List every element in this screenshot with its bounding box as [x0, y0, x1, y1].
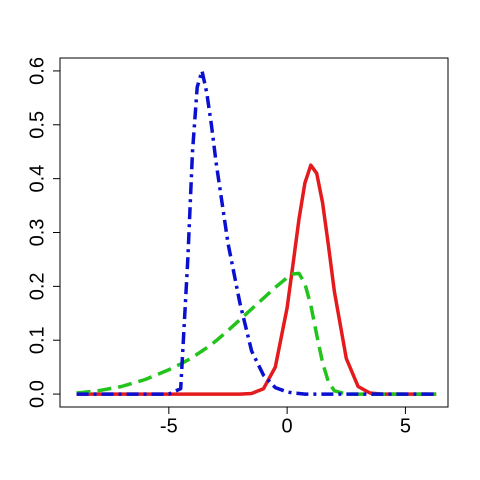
- y-tick-label: 0.0: [26, 380, 48, 408]
- density-line: [76, 163, 437, 396]
- y-tick-label: 0.1: [26, 326, 48, 354]
- x-tick-label: 0: [282, 415, 293, 437]
- density-line: [76, 69, 437, 396]
- y-tick-label: 0.4: [26, 165, 48, 193]
- density-line: [76, 271, 437, 396]
- x-tick-label: 5: [400, 415, 411, 437]
- y-tick-label: 0.6: [26, 57, 48, 85]
- x-tick-label: -5: [160, 415, 178, 437]
- y-tick-label: 0.3: [26, 219, 48, 247]
- plot-frame: [59, 57, 449, 408]
- y-tick-label: 0.2: [26, 272, 48, 300]
- y-tick-label: 0.5: [26, 111, 48, 139]
